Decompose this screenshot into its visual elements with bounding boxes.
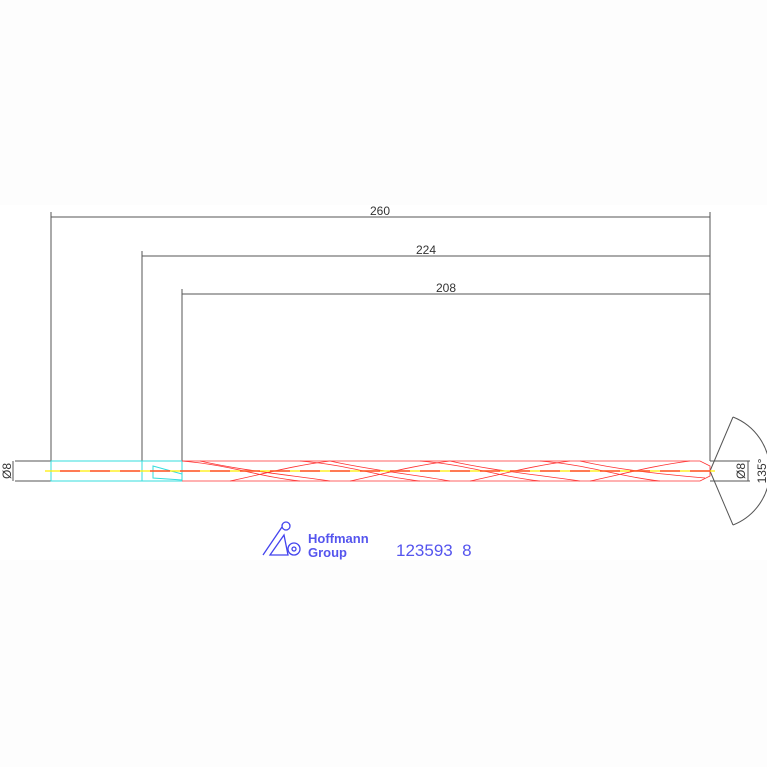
logo-text-group: Group xyxy=(308,545,347,560)
logo-icon xyxy=(262,521,301,556)
tip-diameter-label: Ø8 xyxy=(734,463,748,479)
shank-diameter-label: Ø8 xyxy=(0,463,14,479)
drawing-area xyxy=(0,205,767,560)
dim-224-label: 224 xyxy=(416,243,436,257)
logo-text-hoffmann: Hoffmann xyxy=(308,531,369,546)
dim-260-label: 260 xyxy=(370,204,390,218)
hoffmann-logo: Hoffmann Group xyxy=(262,521,369,560)
dimension-lines xyxy=(12,212,767,526)
dim-208-label: 208 xyxy=(436,281,456,295)
point-angle-label: 135° xyxy=(755,458,767,483)
part-number: 123593 8 xyxy=(396,541,472,560)
